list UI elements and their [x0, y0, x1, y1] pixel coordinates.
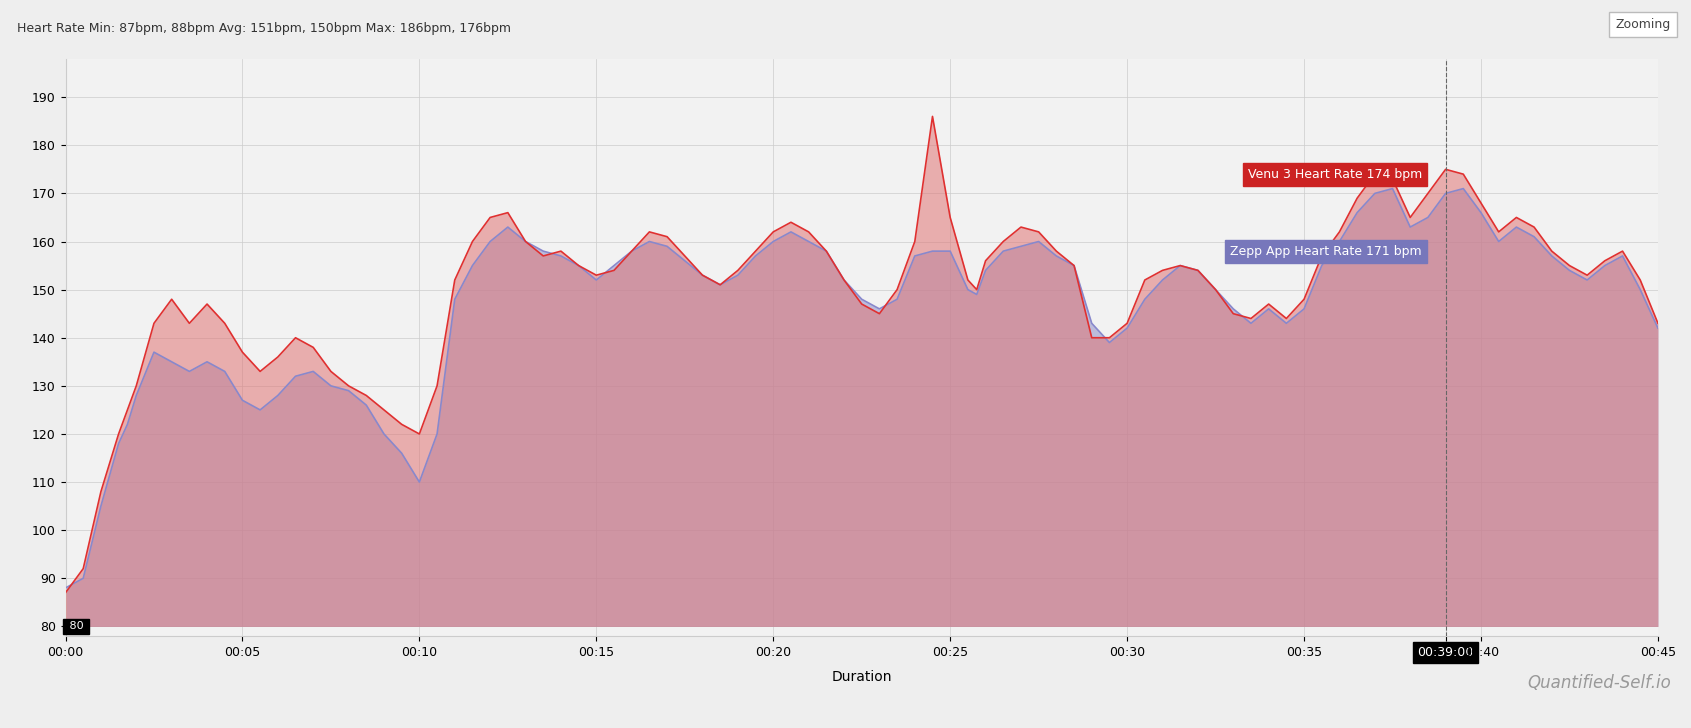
Text: 80: 80: [66, 622, 86, 631]
Text: Venu 3 Heart Rate 174 bpm: Venu 3 Heart Rate 174 bpm: [1248, 167, 1422, 181]
Text: Zepp App Heart Rate 171 bpm: Zepp App Heart Rate 171 bpm: [1231, 245, 1422, 258]
X-axis label: Duration: Duration: [832, 670, 891, 684]
Text: Quantified-Self.io: Quantified-Self.io: [1527, 673, 1671, 692]
Text: Heart Rate Min: 87bpm, 88bpm Avg: 151bpm, 150bpm Max: 186bpm, 176bpm: Heart Rate Min: 87bpm, 88bpm Avg: 151bpm…: [17, 22, 511, 35]
Text: Zooming: Zooming: [1615, 18, 1671, 31]
